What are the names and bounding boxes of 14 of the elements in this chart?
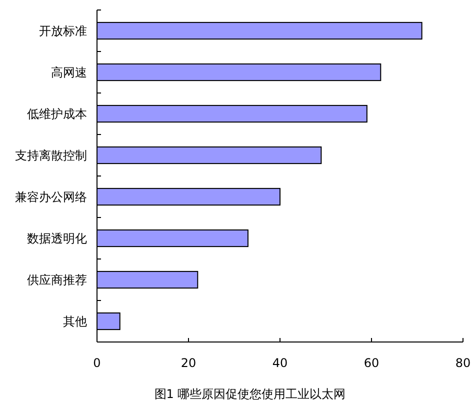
x-tick-label: 40 — [272, 356, 288, 370]
x-tick-label: 60 — [364, 356, 380, 370]
y-tick-label: 开放标准 — [39, 24, 87, 38]
y-tick-label: 高网速 — [51, 65, 87, 80]
y-tick-label: 数据透明化 — [27, 231, 87, 246]
y-tick-label: 其他 — [63, 314, 87, 328]
y-tick-label: 支持离散控制 — [15, 148, 87, 162]
x-tick-label: 0 — [93, 356, 101, 370]
y-tick-label: 低维护成本 — [27, 106, 87, 121]
text: 图1 哪些原因促使您使用工业以太网 — [154, 387, 346, 401]
y-tick-label: 兼容办公网络 — [15, 190, 87, 204]
y-tick-label: 供应商推荐 — [27, 272, 87, 287]
x-tick-label: 20 — [180, 356, 196, 370]
x-tick-label: 80 — [455, 356, 471, 370]
